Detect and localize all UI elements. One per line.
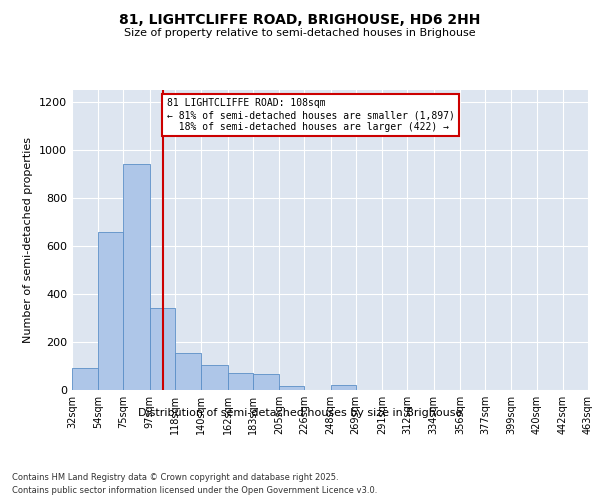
Bar (201, 365, 227, 390)
Text: 81, LIGHTCLIFFE ROAD, BRIGHOUSE, HD6 2HH: 81, LIGHTCLIFFE ROAD, BRIGHOUSE, HD6 2HH (119, 12, 481, 26)
Bar (279, 386, 304, 390)
Text: Contains public sector information licensed under the Open Government Licence v3: Contains public sector information licen… (12, 486, 377, 495)
Bar (227, 373, 253, 390)
Bar (72, 368, 98, 390)
Bar (175, 353, 201, 390)
Text: Distribution of semi-detached houses by size in Brighouse: Distribution of semi-detached houses by … (138, 408, 462, 418)
Bar (253, 374, 279, 390)
Y-axis label: Number of semi-detached properties: Number of semi-detached properties (23, 137, 34, 343)
Text: Contains HM Land Registry data © Crown copyright and database right 2025.: Contains HM Land Registry data © Crown c… (12, 472, 338, 482)
Bar (124, 164, 150, 390)
Bar (150, 308, 175, 390)
Text: Size of property relative to semi-detached houses in Brighouse: Size of property relative to semi-detach… (124, 28, 476, 38)
Text: 81 LIGHTCLIFFE ROAD: 108sqm
← 81% of semi-detached houses are smaller (1,897)
  : 81 LIGHTCLIFFE ROAD: 108sqm ← 81% of sem… (167, 98, 454, 132)
Bar (98, 232, 124, 390)
Bar (331, 385, 356, 390)
